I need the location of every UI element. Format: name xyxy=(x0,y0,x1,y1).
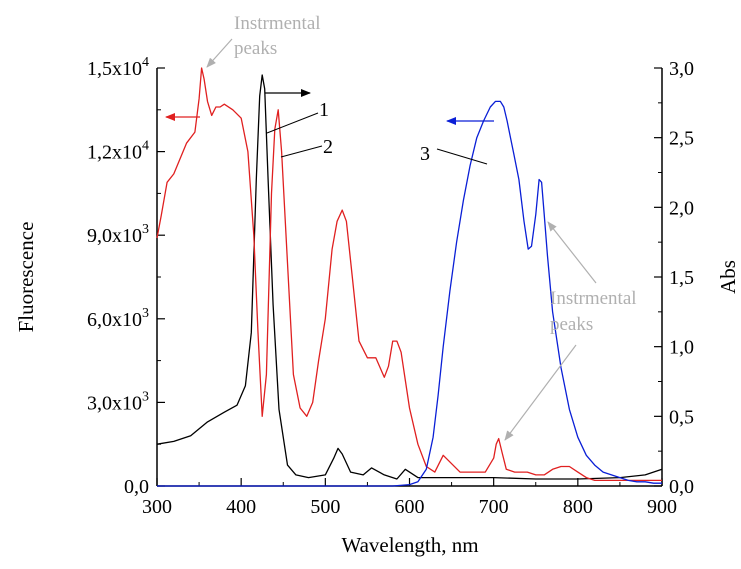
series2-label: 2 xyxy=(323,136,333,158)
annotation-2-line1: Instrmental xyxy=(550,288,637,309)
y-left-tick-label: 0,0 xyxy=(124,476,149,498)
y-axis-title-right: Abs xyxy=(716,260,740,294)
y-left-tick-label: 1,2x104 xyxy=(87,139,149,164)
annotation-2-arrow-up xyxy=(547,221,597,284)
annotation-1-line1: Instrmental xyxy=(234,13,321,34)
x-tick-label: 400 xyxy=(226,496,256,518)
series-2-line xyxy=(156,67,662,482)
series1-leader xyxy=(266,112,319,134)
series1-label: 1 xyxy=(319,99,329,121)
y-right-tick-label: 0,5 xyxy=(669,406,694,428)
x-tick-label: 500 xyxy=(310,496,340,518)
y-right-tick-label: 0,0 xyxy=(669,476,694,498)
annotation-1-line2: peaks xyxy=(234,38,277,59)
y-right-tick-label: 1,0 xyxy=(669,337,694,359)
x-tick-label: 700 xyxy=(479,496,509,518)
series-1-line xyxy=(156,74,663,480)
y-right-tick-label: 2,0 xyxy=(669,197,694,219)
series3-leader xyxy=(436,148,488,165)
x-axis-title: Wavelength, nm xyxy=(341,533,478,557)
y-right-tick-label: 1,5 xyxy=(669,267,694,289)
series3-label: 3 xyxy=(420,143,430,165)
y-left-tick-label: 9,0x103 xyxy=(87,222,149,247)
x-tick-label: 800 xyxy=(563,496,593,518)
series-3-line xyxy=(157,100,662,487)
y-right-tick-label: 3,0 xyxy=(669,58,694,80)
y-right-tick-label: 2,5 xyxy=(669,128,694,150)
y-axis-title-left: Fluorescence xyxy=(14,222,38,333)
series2-leader xyxy=(280,145,323,158)
x-tick-label: 300 xyxy=(142,496,172,518)
x-tick-label: 900 xyxy=(647,496,677,518)
x-tick-label: 600 xyxy=(395,496,425,518)
y-left-tick-label: 6,0x103 xyxy=(87,306,149,331)
annotation-1-arrow xyxy=(206,38,233,68)
y-left-tick-label: 1,5x104 xyxy=(87,55,149,80)
annotation-2-line2: peaks xyxy=(550,314,593,335)
annotation-2-arrow-down xyxy=(504,344,577,441)
plot-area xyxy=(156,67,663,487)
ticks-group: 300 400 500 600 700 800 9000,03,0x1036,0x1039,… xyxy=(87,55,694,518)
y-left-tick-label: 3,0x103 xyxy=(87,389,149,414)
